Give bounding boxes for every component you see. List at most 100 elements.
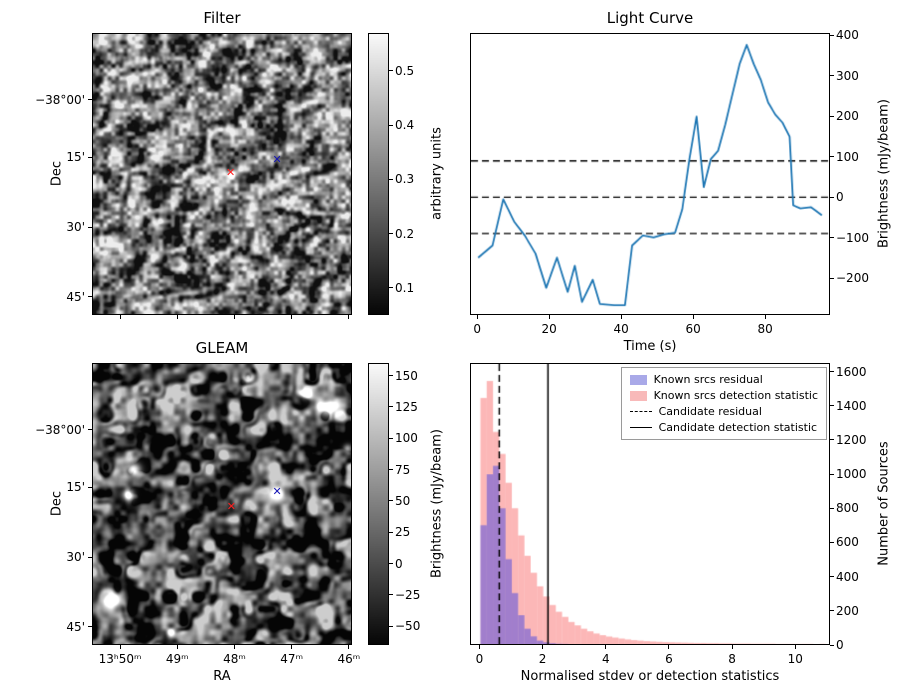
gleam-colorbar-tick-label-mark bbox=[389, 375, 393, 377]
filter-ytick-label-mark bbox=[88, 226, 92, 228]
gleam-colorbar-canvas bbox=[369, 364, 388, 644]
gleam-xtick-label: 47ᵐ bbox=[280, 652, 304, 666]
legend-patch-swatch bbox=[629, 390, 647, 401]
gleam-colorbar-tick-label: −25 bbox=[395, 587, 421, 602]
gleam-colorbar-tick-label: 25 bbox=[395, 525, 411, 540]
light-curve-xtick-label-mark bbox=[764, 315, 766, 319]
legend-item: Known srcs detection statistic bbox=[629, 389, 818, 402]
light-curve-xtick-label-mark bbox=[620, 315, 622, 319]
legend-item: Candidate residual bbox=[629, 405, 818, 418]
histogram-ytick-label-mark bbox=[830, 541, 834, 543]
legend-label: Candidate residual bbox=[658, 405, 762, 418]
gleam-colorbar-tick-label: −50 bbox=[395, 619, 421, 634]
gleam-colorbar-tick-label: 75 bbox=[395, 462, 411, 477]
legend-item: Candidate detection statistic bbox=[629, 421, 818, 434]
gleam-ytick-label: 15' bbox=[66, 480, 85, 495]
histogram-ytick-label-mark bbox=[830, 473, 834, 475]
gleam-xtick-label-mark bbox=[233, 645, 235, 649]
reference-source-marker: ✕ bbox=[272, 153, 282, 167]
histogram-xtick-label-mark bbox=[668, 645, 670, 649]
filter-ytick-label-mark bbox=[88, 99, 92, 101]
filter-colorbar bbox=[368, 33, 389, 315]
filter-xtick-mark bbox=[291, 315, 293, 319]
histogram-xtick-label: 0 bbox=[475, 652, 484, 666]
filter-colorbar-tick-label-mark bbox=[389, 178, 393, 180]
histogram-xtick-label-mark bbox=[542, 645, 544, 649]
histogram-ytick-label: 1600 bbox=[836, 364, 867, 379]
histogram-ytick-label-mark bbox=[830, 644, 834, 646]
reference-source-marker: ✕ bbox=[272, 485, 282, 499]
light-curve-ytick-label-mark bbox=[830, 75, 834, 77]
gleam-xtick-label: 48ᵐ bbox=[223, 652, 246, 666]
filter-plot: ✕ ✕ bbox=[92, 33, 352, 315]
hist-legend: Known srcs residual Known srcs detection … bbox=[620, 367, 827, 440]
light-curve-ytick-label-mark bbox=[830, 277, 834, 279]
gleam-colorbar-tick-label-mark bbox=[389, 531, 393, 533]
filter-ytick-label: −38°00' bbox=[35, 92, 85, 107]
gleam-ytick-label-mark bbox=[88, 429, 92, 431]
gleam-colorbar-tick-label: 50 bbox=[395, 493, 411, 508]
gleam-xtick-label-mark bbox=[348, 645, 350, 649]
light-curve-ytick-label: −100 bbox=[836, 230, 869, 245]
legend-label: Known srcs residual bbox=[653, 373, 763, 386]
histogram-ytick-label-mark bbox=[830, 576, 834, 578]
histogram-xtick-label-mark bbox=[731, 645, 733, 649]
histogram-ytick-label: 200 bbox=[836, 603, 859, 618]
light-curve-xtick-label-mark bbox=[476, 315, 478, 319]
histogram-xtick-label: 8 bbox=[728, 652, 736, 666]
light-curve-xtick-label: 20 bbox=[541, 322, 557, 336]
gleam-xtick-label-mark bbox=[176, 645, 178, 649]
light-curve-plot bbox=[470, 33, 830, 315]
gleam-plot: ✕ ✕ bbox=[92, 363, 352, 645]
gleam-ytick-label: 30' bbox=[66, 550, 85, 565]
light-curve-xtick-label: 60 bbox=[685, 322, 701, 336]
gleam-colorbar-tick-label-mark bbox=[389, 563, 393, 565]
histogram-ytick-label: 400 bbox=[836, 569, 859, 584]
light-curve-xtick-label: 80 bbox=[757, 322, 773, 336]
gleam-xtick-label-mark bbox=[119, 645, 121, 649]
legend-patch-swatch bbox=[629, 374, 647, 385]
gleam-colorbar-tick-label: 0 bbox=[395, 556, 403, 571]
legend-solid-line-swatch bbox=[629, 427, 652, 428]
light-curve-xtick-label: 40 bbox=[613, 322, 629, 336]
light-curve-ytick-label-mark bbox=[830, 196, 834, 198]
gleam-colorbar-tick-label-mark bbox=[389, 406, 393, 408]
filter-colorbar-tick-label-mark bbox=[389, 70, 393, 72]
gleam-x-axis-label: RA bbox=[213, 669, 231, 684]
light-curve-canvas bbox=[471, 34, 829, 314]
gleam-colorbar bbox=[368, 363, 389, 645]
histogram-ytick-label: 800 bbox=[836, 501, 859, 516]
filter-dec-axis-label: Dec bbox=[49, 160, 65, 187]
gleam-xtick-label: 49ᵐ bbox=[165, 652, 189, 666]
histogram-xtick-label: 2 bbox=[538, 652, 547, 666]
legend-label: Known srcs detection statistic bbox=[653, 389, 818, 402]
gleam-colorbar-tick-label-mark bbox=[389, 437, 393, 439]
histogram-xtick-label: 6 bbox=[665, 652, 673, 666]
light-curve-ytick-label: 300 bbox=[836, 68, 859, 83]
filter-colorbar-tick-label: 0.2 bbox=[395, 226, 415, 241]
light-curve-xtick-label: 0 bbox=[473, 322, 481, 336]
candidate-position-marker: ✕ bbox=[226, 166, 236, 179]
light-curve-ytick-label-mark bbox=[830, 156, 834, 158]
gleam-colorbar-tick-label-mark bbox=[389, 625, 393, 627]
gleam-ytick-label-mark bbox=[88, 626, 92, 628]
gleam-title: GLEAM bbox=[195, 339, 249, 357]
filter-colorbar-tick-label: 0.4 bbox=[395, 118, 415, 133]
light-curve-ytick-label: −200 bbox=[836, 271, 869, 286]
filter-colorbar-tick-label-mark bbox=[389, 287, 393, 289]
light-curve-title: Light Curve bbox=[606, 9, 694, 27]
histogram-xtick-label: 4 bbox=[601, 652, 610, 666]
filter-ytick-label: 30' bbox=[66, 220, 85, 235]
gleam-colorbar-tick-label-mark bbox=[389, 500, 393, 502]
histogram-ytick-label: 600 bbox=[836, 535, 859, 550]
histogram-ytick-label: 1200 bbox=[836, 432, 867, 447]
histogram-ytick-label: 1400 bbox=[836, 398, 867, 413]
light-curve-ytick-label: 0 bbox=[836, 190, 844, 205]
histogram-ytick-label: 0 bbox=[836, 638, 844, 652]
filter-heatmap-canvas bbox=[93, 34, 351, 314]
filter-title: Filter bbox=[203, 9, 241, 27]
filter-colorbar-tick-label: 0.3 bbox=[395, 172, 415, 187]
legend-label: Candidate detection statistic bbox=[658, 421, 818, 434]
gleam-ytick-label-mark bbox=[88, 486, 92, 488]
light-curve-ytick-label: 400 bbox=[836, 28, 859, 43]
